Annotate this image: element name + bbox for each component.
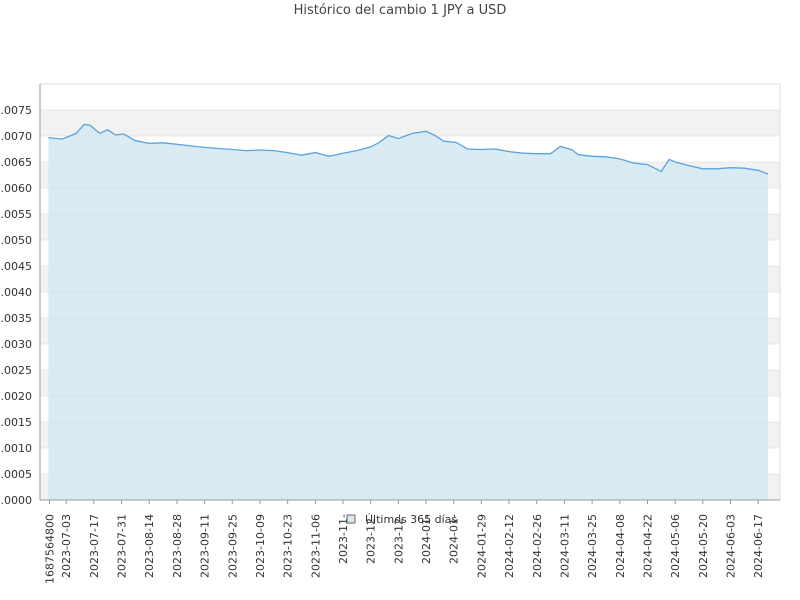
- y-tick-label: 0.0055: [0, 208, 32, 221]
- x-tick-label: 2024-04-08: [614, 514, 627, 578]
- y-tick-label: 0.0020: [0, 390, 32, 403]
- x-tick-label: 2024-05-20: [697, 514, 710, 578]
- y-tick-label: 0.0060: [0, 182, 32, 195]
- x-tick-label: 2024-06-17: [752, 514, 765, 578]
- y-tick-label: 0.0070: [0, 130, 32, 143]
- x-tick-label: 2023-08-14: [143, 514, 156, 578]
- x-tick-label: 2023-07-03: [60, 514, 73, 578]
- x-tick-label: 2023-07-31: [116, 514, 129, 578]
- series-area: [48, 124, 769, 500]
- y-axis-tick-labels: 0.0000 0.0005 0.0010 0.0015 0.0020 0.0025 0.00…: [0, 104, 32, 507]
- y-tick-label: 0.0035: [0, 312, 32, 325]
- x-tick-label: 2023-10-09: [254, 514, 267, 578]
- x-tick-label: 2023-07-17: [88, 514, 101, 578]
- x-tick-label: 2024-01-29: [475, 514, 488, 578]
- y-tick-label: 0.0030: [0, 338, 32, 351]
- x-tick-label: 2023-10-23: [282, 514, 295, 578]
- y-tick-label: 0.0015: [0, 416, 32, 429]
- y-tick-label: 0.0025: [0, 364, 32, 377]
- y-tick-label: 0.0040: [0, 286, 32, 299]
- legend-swatch[interactable]: [346, 514, 356, 524]
- y-tick-label: 0.0005: [0, 468, 32, 481]
- x-tick-label: 2024-03-25: [586, 514, 599, 578]
- x-axis-tick-labels: 1687564800 2023-07-03 2023-07-17 2023-07-31…: [44, 514, 766, 584]
- x-tick-label: 2024-04-22: [641, 514, 654, 578]
- y-tick-label: 0.0065: [0, 156, 32, 169]
- legend-label[interactable]: Últimos 365 días: [365, 513, 457, 526]
- x-tick-label: 2024-01-: [420, 514, 433, 564]
- chart-title: Histórico del cambio 1 JPY a USD: [293, 3, 507, 18]
- x-tick-label: 2023-12-: [392, 514, 405, 564]
- y-tick-label: 0.0010: [0, 442, 32, 455]
- x-tick-label: 2023-12-: [365, 514, 378, 564]
- x-tick-label: 2023-08-28: [171, 514, 184, 578]
- y-tick-label: 0.0045: [0, 260, 32, 273]
- y-tick-label: 0.0000: [0, 494, 32, 507]
- x-tick-label: 2024-03-11: [558, 514, 571, 578]
- y-tick-label: 0.0050: [0, 234, 32, 247]
- x-tick-label: 2024-02-26: [531, 514, 544, 578]
- plot-band: [40, 110, 780, 136]
- x-tick-label: 2023-11-06: [309, 514, 322, 578]
- y-tick-label: 0.0075: [0, 104, 32, 117]
- series-line: [48, 123, 769, 175]
- x-tick-label: 2023-09-25: [226, 514, 239, 578]
- area-layer: [48, 124, 769, 500]
- grid-layer: [40, 83, 780, 501]
- x-tick-label: 2024-02-12: [503, 514, 516, 578]
- legend[interactable]: Últimos 365 días: [346, 513, 457, 526]
- x-tick-label: 2023-11-: [337, 514, 350, 564]
- x-tick-label: 2024-01-: [448, 514, 461, 564]
- line-layer: [48, 123, 769, 175]
- x-tick-label: 2023-09-11: [199, 514, 212, 578]
- plot-band: [40, 84, 780, 110]
- x-tick-label: 2024-05-06: [669, 514, 682, 578]
- x-tick-label: 2024-06-03: [725, 514, 738, 578]
- axes: [39, 84, 781, 504]
- x-tick-label: 1687564800: [44, 514, 57, 584]
